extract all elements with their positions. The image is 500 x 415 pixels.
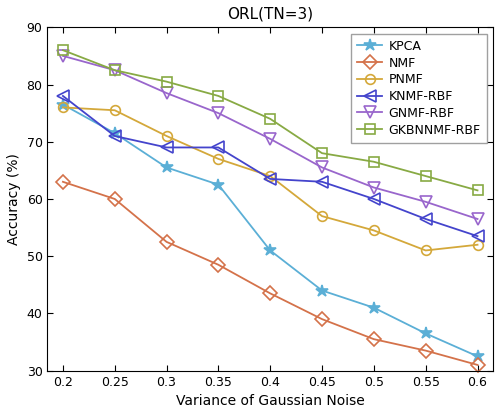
GNMF-RBF	[474, 217, 480, 222]
KPCA	[474, 354, 480, 359]
KPCA	[216, 182, 222, 187]
KNMF-RBF	[267, 176, 273, 181]
Y-axis label: Accuracy (%): Accuracy (%)	[7, 153, 21, 245]
Title: ORL(TN=3): ORL(TN=3)	[227, 7, 314, 22]
PNMF	[60, 105, 66, 110]
GNMF-RBF	[319, 165, 325, 170]
NMF	[267, 291, 273, 296]
PNMF	[422, 248, 428, 253]
NMF	[371, 337, 377, 342]
KPCA	[319, 288, 325, 293]
KNMF-RBF	[164, 145, 170, 150]
NMF	[112, 196, 117, 201]
KNMF-RBF	[60, 93, 66, 98]
KPCA	[422, 331, 428, 336]
PNMF	[267, 173, 273, 178]
Line: GNMF-RBF: GNMF-RBF	[58, 50, 483, 225]
NMF	[474, 362, 480, 367]
GKBNNMF-RBF	[422, 173, 428, 178]
X-axis label: Variance of Gaussian Noise: Variance of Gaussian Noise	[176, 394, 364, 408]
NMF	[216, 262, 222, 267]
GKBNNMF-RBF	[319, 151, 325, 156]
PNMF	[164, 134, 170, 139]
GNMF-RBF	[422, 199, 428, 204]
GKBNNMF-RBF	[216, 93, 222, 98]
GNMF-RBF	[267, 137, 273, 142]
PNMF	[474, 242, 480, 247]
GNMF-RBF	[60, 54, 66, 59]
PNMF	[319, 214, 325, 219]
NMF	[164, 239, 170, 244]
Line: KPCA: KPCA	[56, 98, 484, 363]
GKBNNMF-RBF	[371, 159, 377, 164]
KNMF-RBF	[216, 145, 222, 150]
KNMF-RBF	[371, 196, 377, 201]
GKBNNMF-RBF	[112, 68, 117, 73]
PNMF	[216, 156, 222, 161]
KNMF-RBF	[422, 217, 428, 222]
GKBNNMF-RBF	[164, 79, 170, 84]
KNMF-RBF	[319, 179, 325, 184]
Line: KNMF-RBF: KNMF-RBF	[58, 90, 483, 242]
KPCA	[267, 248, 273, 253]
KPCA	[112, 131, 117, 136]
GKBNNMF-RBF	[267, 116, 273, 121]
KPCA	[371, 305, 377, 310]
KNMF-RBF	[474, 234, 480, 239]
NMF	[60, 179, 66, 184]
KNMF-RBF	[112, 134, 117, 139]
GNMF-RBF	[164, 90, 170, 95]
GNMF-RBF	[371, 185, 377, 190]
PNMF	[371, 228, 377, 233]
GKBNNMF-RBF	[474, 188, 480, 193]
Line: GKBNNMF-RBF: GKBNNMF-RBF	[58, 45, 482, 195]
Legend: KPCA, NMF, PNMF, KNMF-RBF, GNMF-RBF, GKBNNMF-RBF: KPCA, NMF, PNMF, KNMF-RBF, GNMF-RBF, GKB…	[351, 34, 487, 143]
NMF	[422, 348, 428, 353]
PNMF	[112, 108, 117, 113]
NMF	[319, 317, 325, 322]
GKBNNMF-RBF	[60, 48, 66, 53]
GNMF-RBF	[112, 68, 117, 73]
GNMF-RBF	[216, 111, 222, 116]
KPCA	[60, 102, 66, 107]
KPCA	[164, 165, 170, 170]
Line: NMF: NMF	[58, 177, 482, 370]
Line: PNMF: PNMF	[58, 103, 482, 255]
